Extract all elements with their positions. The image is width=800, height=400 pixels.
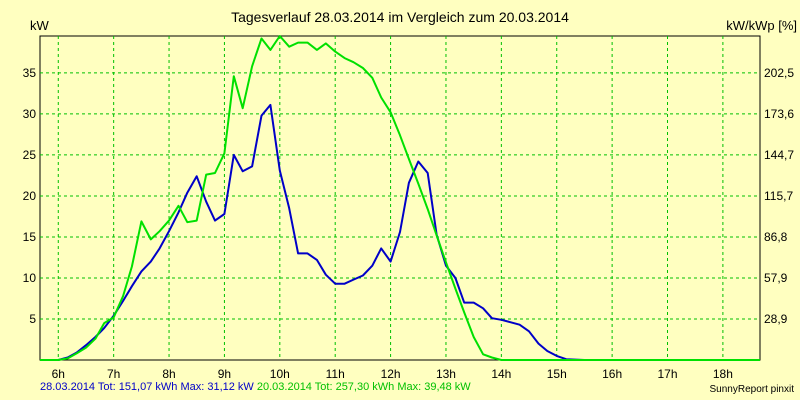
x-tick-label: 6h [52, 367, 65, 381]
footer-summary: 28.03.2014 Tot: 151,07 kWh Max: 31,12 kW… [40, 381, 471, 393]
series-lines [40, 35, 760, 361]
x-axis-ticks: 6h 7h 8h 9h 10h 11h 12h 13h 14h 15h 16h 17h 18h [52, 367, 733, 381]
left-axis-unit: kW [30, 18, 50, 33]
right-tick-label: 173,6 [764, 107, 794, 121]
left-axis-ticks: 5 10 15 20 25 30 35 [23, 66, 37, 326]
plot-area [39, 35, 761, 361]
footer-series-b: 20.03.2014 Tot: 257,30 kWh Max: 39,48 kW [256, 381, 471, 393]
credit-label: SunnyReport pinxit [709, 384, 795, 395]
right-axis-unit: kW/kWp [%] [726, 18, 797, 33]
left-tick-label: 20 [23, 189, 37, 203]
footer-series-a: 28.03.2014 Tot: 151,07 kWh Max: 31,12 kW [40, 381, 254, 393]
right-tick-label: 57,9 [764, 271, 788, 285]
left-tick-label: 25 [23, 148, 37, 162]
x-tick-label: 11h [326, 367, 345, 381]
right-tick-label: 28,9 [764, 312, 788, 326]
chart-title: Tagesverlauf 28.03.2014 im Vergleich zum… [231, 9, 569, 25]
right-tick-label: 144,7 [764, 148, 794, 162]
x-tick-label: 16h [602, 367, 622, 381]
x-tick-label: 17h [657, 367, 677, 381]
right-tick-label: 202,5 [764, 66, 794, 80]
left-tick-label: 5 [29, 312, 36, 326]
left-tick-label: 10 [23, 271, 37, 285]
x-tick-label: 9h [218, 367, 231, 381]
x-tick-label: 13h [436, 367, 456, 381]
grid-lines [40, 36, 760, 360]
left-tick-label: 35 [23, 66, 37, 80]
right-axis-ticks: 28,9 57,9 86,8 115,7 144,7 173,6 202,5 [764, 66, 794, 326]
x-tick-label: 7h [107, 367, 120, 381]
x-tick-label: 14h [491, 367, 511, 381]
left-tick-label: 15 [23, 230, 37, 244]
x-tick-label: 10h [270, 367, 290, 381]
x-tick-label: 15h [547, 367, 567, 381]
x-tick-label: 18h [713, 367, 733, 381]
right-tick-label: 115,7 [764, 189, 793, 203]
right-tick-label: 86,8 [764, 230, 788, 244]
series-20-03-line [40, 35, 760, 361]
series-28-03-line [40, 103, 760, 361]
x-tick-label: 8h [162, 367, 175, 381]
x-tick-label: 12h [381, 367, 401, 381]
left-tick-label: 30 [23, 107, 37, 121]
